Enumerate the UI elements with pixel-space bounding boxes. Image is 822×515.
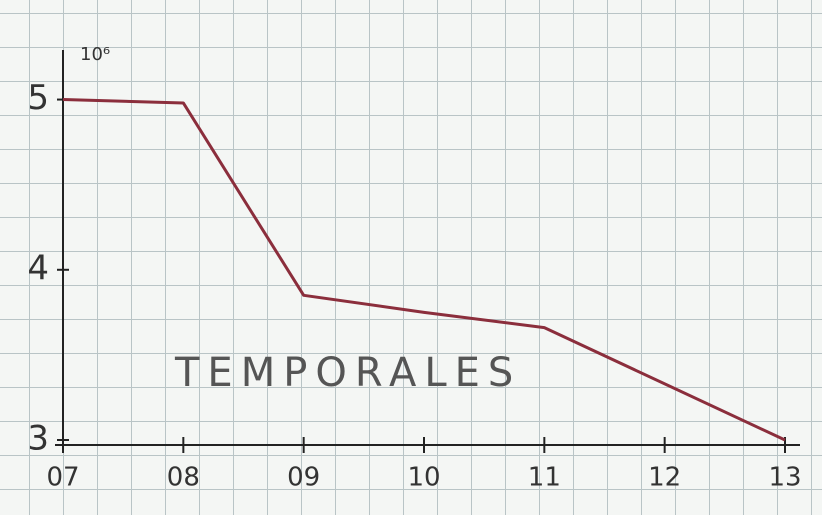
- chart: 10⁶ TEMPORALES 3 4 5 07 08 09 10 11 12 13: [0, 0, 822, 515]
- graph-paper: 10⁶ TEMPORALES 3 4 5 07 08 09 10 11 12 13: [0, 0, 822, 515]
- x-tick-label: 09: [287, 463, 320, 493]
- x-tick-label: 08: [167, 463, 200, 493]
- x-tick-label: 12: [648, 463, 681, 493]
- y-unit-label: 10⁶: [80, 44, 110, 65]
- x-tick-label: 13: [768, 463, 801, 493]
- annotation: TEMPORALES: [174, 350, 521, 396]
- x-tick-label: 11: [528, 463, 561, 493]
- x-tick-label: 07: [46, 463, 79, 493]
- y-tick-label: 4: [27, 248, 49, 288]
- y-tick-label: 3: [27, 419, 49, 459]
- x-tick-label: 10: [407, 463, 440, 493]
- y-tick-label: 5: [27, 78, 49, 118]
